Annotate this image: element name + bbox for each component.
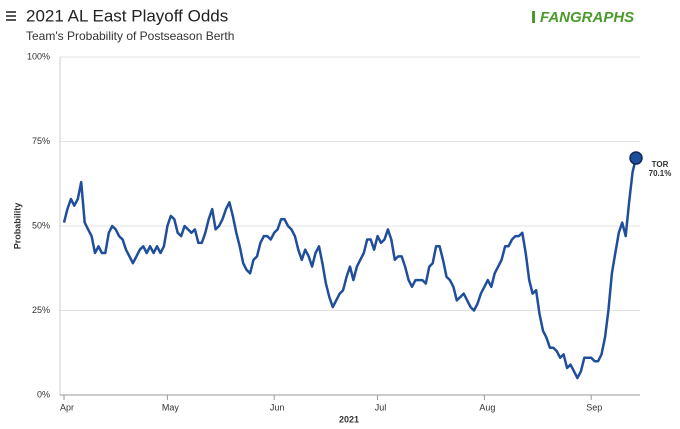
x-tick-label: Jun <box>270 402 285 412</box>
menu-bar <box>6 15 16 17</box>
chart-title: 2021 AL East Playoff Odds <box>26 6 228 25</box>
x-axis-label: 2021 <box>339 414 359 424</box>
y-tick-label: 25% <box>32 305 50 315</box>
y-tick-label: 50% <box>32 220 50 230</box>
menu-bar <box>6 19 16 21</box>
y-axis-label: Probability <box>12 203 22 250</box>
x-tick-label: Sep <box>586 402 602 412</box>
menu-icon[interactable] <box>6 11 16 21</box>
menu-bar <box>6 11 16 13</box>
y-tick-label: 0% <box>37 389 50 399</box>
x-tick-label: May <box>162 402 180 412</box>
y-tick-label: 100% <box>27 51 50 61</box>
series-line <box>62 157 638 380</box>
end-value-label: 70.1% <box>649 169 672 178</box>
x-tick-label: Apr <box>60 402 74 412</box>
series-label: TOR <box>652 160 669 169</box>
chart-subtitle: Team's Probability of Postseason Berth <box>26 29 234 43</box>
end-marker <box>629 151 643 165</box>
y-tick-label: 75% <box>32 136 50 146</box>
x-tick-label: Jul <box>375 402 387 412</box>
x-tick-label: Aug <box>479 402 495 412</box>
logo-mark <box>532 11 535 23</box>
logo: FANGRAPHS <box>540 9 634 26</box>
